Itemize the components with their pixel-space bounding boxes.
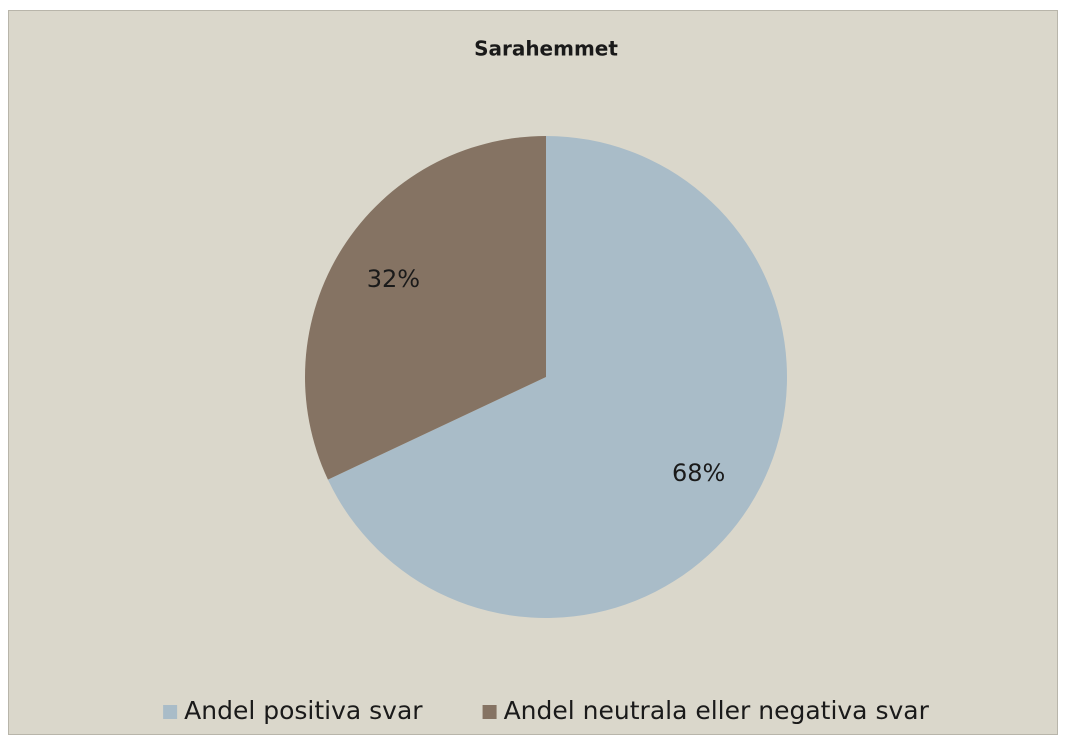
legend-label: Andel neutrala eller negativa svar: [504, 696, 930, 725]
data-label: 32%: [367, 265, 420, 293]
legend-swatch: [482, 705, 497, 719]
legend-swatch: [163, 705, 178, 719]
legend-label: Andel positiva svar: [184, 696, 423, 725]
chart-title: Sarahemmet: [474, 37, 618, 61]
data-label: 68%: [672, 459, 725, 487]
pie-slice: [304, 136, 546, 480]
pie-slice: [327, 136, 787, 619]
